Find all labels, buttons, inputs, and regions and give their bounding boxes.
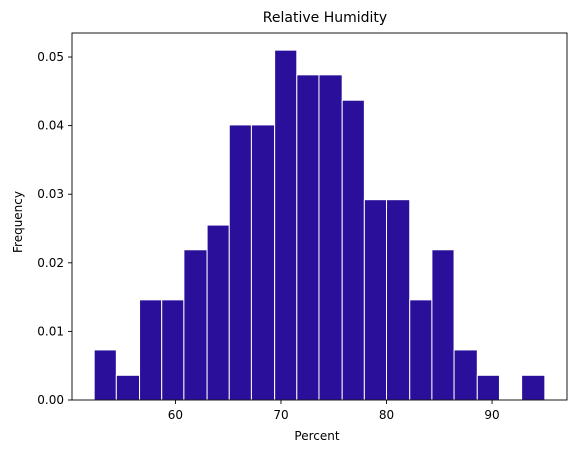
x-tick-label: 70 bbox=[273, 408, 288, 422]
plot-area: 60 70 80 90 0.00 0.01 0.02 0.03 0.04 0.05 bbox=[37, 32, 568, 422]
y-tick-label: 0.03 bbox=[37, 187, 64, 201]
y-axis-label: Frequency bbox=[11, 191, 25, 253]
y-tick-label: 0.05 bbox=[37, 50, 64, 64]
histogram-bar bbox=[93, 349, 117, 401]
histogram-bar bbox=[250, 124, 276, 401]
histogram-bar bbox=[453, 349, 478, 401]
plot-frame bbox=[71, 32, 568, 401]
histogram-bar bbox=[115, 374, 141, 401]
histogram-bar bbox=[228, 124, 252, 401]
histogram-bar bbox=[296, 74, 320, 401]
x-tick-label: 60 bbox=[168, 408, 183, 422]
histogram-bar bbox=[521, 374, 546, 401]
histogram-bar bbox=[363, 199, 388, 401]
histogram-bar bbox=[161, 299, 185, 401]
histogram-bar bbox=[409, 299, 433, 401]
histogram-bar bbox=[476, 374, 500, 401]
y-tick-label: 0.01 bbox=[37, 324, 64, 338]
chart-title: Relative Humidity bbox=[263, 10, 387, 26]
y-tick-label: 0.02 bbox=[37, 256, 64, 270]
histogram-bar bbox=[341, 99, 365, 401]
y-tick-label: 0.04 bbox=[37, 119, 64, 133]
y-tick-label: 0.00 bbox=[37, 393, 64, 407]
histogram-bar bbox=[206, 224, 230, 401]
histogram-bar bbox=[139, 299, 163, 401]
histogram-bar bbox=[431, 249, 455, 401]
x-tick-label: 80 bbox=[379, 408, 394, 422]
x-axis-label: Percent bbox=[294, 429, 339, 443]
histogram-bar bbox=[183, 249, 208, 401]
x-tick-label: 90 bbox=[484, 408, 499, 422]
histogram-bar bbox=[274, 49, 298, 401]
histogram-bar bbox=[386, 199, 411, 401]
histogram-bar bbox=[318, 74, 343, 401]
